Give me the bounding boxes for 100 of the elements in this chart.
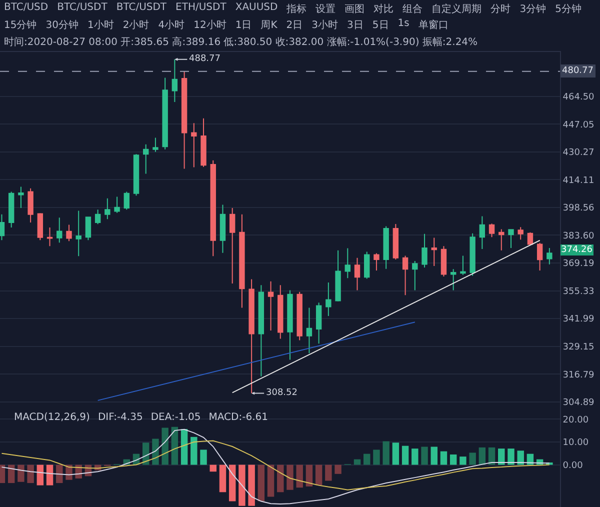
candlestick [392,223,399,260]
bar [334,464,342,474]
candlestick [200,118,206,168]
candlestick [344,248,350,279]
candlestick [470,232,476,276]
y-tick-label: 447.05 [562,120,594,130]
bar [277,464,284,492]
candlestick [229,207,236,284]
candlestick [450,268,456,291]
candlestick [374,252,380,272]
annotation: MACD(12,26,9) [14,412,90,423]
candlestick [306,307,312,354]
bar [382,441,390,465]
candlestick [383,226,389,270]
y-tick-label: 414.11 [562,176,594,186]
annotation: 488.77 [189,54,220,64]
annotation: DEA:-1.05 [150,412,201,423]
bar [440,451,448,465]
candlestick [518,226,524,240]
y-tick-label: 329.15 [562,342,594,352]
y-tick-label: 398.56 [562,204,595,214]
bar [180,428,188,465]
bar [190,436,198,465]
text: 画图 [344,3,365,16]
text: 时间:2020-08-27 08:00 开:385.65 高:389.16 低:380.50 收:382.00 涨幅:-1.01%(-3.90) 振幅:2.24% [3,36,479,50]
bar [412,448,418,465]
bar [478,447,486,465]
text: 1s [398,18,410,31]
candlestick [422,233,428,268]
candlestick [335,250,341,302]
candlestick [287,290,293,360]
text: 5分钟 [555,2,582,16]
bar [469,452,476,465]
candlestick [104,198,110,220]
candlestick [536,242,543,272]
bar [162,428,168,465]
bar [0,464,6,484]
line-series [1,428,550,505]
bar [421,446,428,465]
text: 2小时 [122,18,150,32]
text: 对比 [374,2,394,16]
text: 1小时 [87,18,114,32]
bar [392,442,400,465]
candlestick [85,216,92,241]
annotation: DIF:-4.35 [98,412,143,423]
text: 分时 [490,2,511,16]
bar [219,464,226,492]
y-tick-label: 0.00 [562,460,584,471]
bar [508,448,514,465]
bar [488,447,496,465]
bar [248,464,255,506]
bar [373,450,380,465]
bar [402,446,409,465]
candlestick [18,186,24,208]
text: 3分钟 [520,2,546,16]
bar [286,464,294,490]
bar [460,456,466,465]
text: BTC/USD [4,2,48,15]
text: 单窗口 [418,18,448,32]
annotation: 308.52 [266,388,298,398]
y-tick-label: 304.89 [562,398,595,408]
text: BTC/USDT [57,2,108,15]
candlestick [210,160,216,257]
bar [430,446,438,465]
text: 3小时 [312,18,338,32]
text: 374.26 [561,245,593,255]
candlestick [296,291,302,341]
candlestick [152,137,158,152]
text: 周K [260,19,278,32]
line-series [1,440,550,490]
candlestick [162,77,168,150]
y-tick-label: 430.27 [562,148,594,158]
candlestick [220,204,226,254]
text: 3日 [347,19,364,32]
bar [258,464,265,502]
candlestick [527,232,534,246]
candlestick [239,214,245,308]
candlestick [56,217,62,244]
candlestick [546,248,552,265]
candlestick [114,196,120,214]
bar [315,464,322,486]
y-tick-label: 383.60 [562,231,595,242]
bar [517,450,524,465]
candlestick [508,228,514,249]
candlestick [402,255,408,296]
candlestick [278,284,284,340]
bar [46,464,54,486]
text: 指标 [286,2,307,16]
bar [450,454,457,465]
bar [210,464,216,472]
text: ETH/USDT [176,2,226,15]
text: XAUUSD [235,2,278,15]
candlestick [460,255,466,276]
candlestick [8,191,14,228]
candlestick [326,282,332,316]
candlestick [258,284,264,377]
bar [8,464,15,484]
text: 自定义周期 [432,2,482,16]
bar [296,464,303,488]
text: 5日 [372,19,389,32]
